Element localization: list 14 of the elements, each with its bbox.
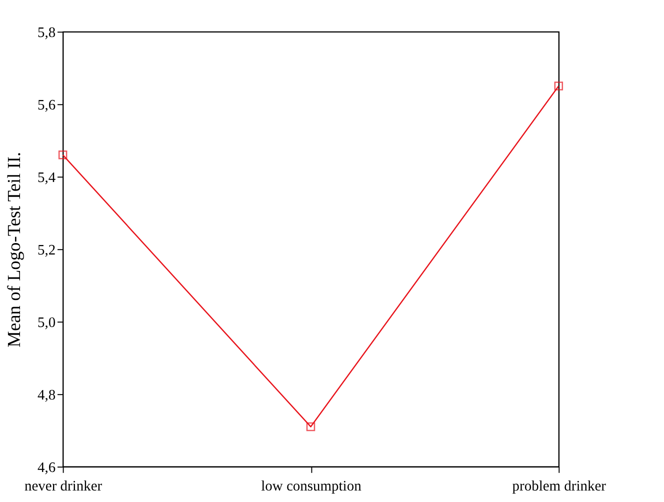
point [306, 422, 316, 432]
point [58, 150, 68, 160]
y-tick-label: 4,6 [37, 460, 56, 476]
y-tick-label: 5,2 [37, 242, 56, 258]
y-axis-title: Mean of Logo-Test Teil II. [4, 152, 24, 348]
x-tick-label: low consumption [261, 478, 362, 494]
y-tick-label: 5,4 [37, 170, 56, 186]
point [554, 82, 564, 90]
y-tick-label: 5,8 [37, 24, 56, 41]
y-tick-label: 5,6 [37, 97, 56, 114]
x-tick-label: problem drinker [512, 478, 606, 494]
x-tick-label: never drinker [24, 478, 102, 494]
y-tick-label: 4,8 [37, 387, 56, 404]
y-tick-label: 5,0 [37, 314, 56, 331]
